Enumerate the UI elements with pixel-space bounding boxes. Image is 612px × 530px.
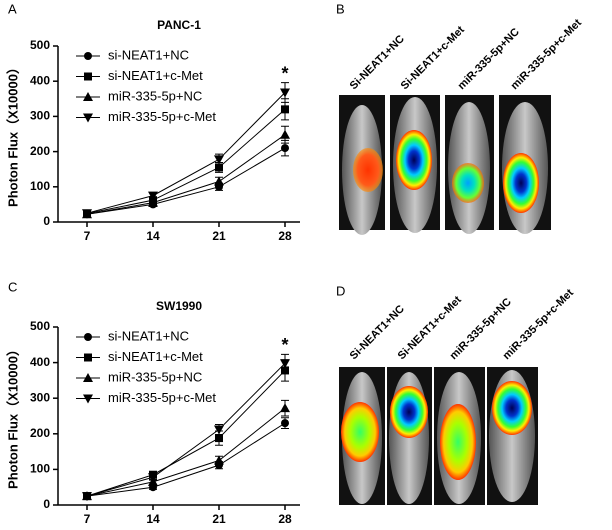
x-tick-label: 21 xyxy=(212,512,226,526)
signal xyxy=(452,163,484,203)
marker xyxy=(82,209,92,219)
chart-title: PANC-1 xyxy=(157,18,201,32)
image-panel-b: Si-NEAT1+NC Si-NEAT1+c-Met miR-335-5p+NC… xyxy=(339,17,584,235)
marker xyxy=(148,191,158,201)
marker xyxy=(215,434,223,443)
x-tick-label: 14 xyxy=(146,512,160,526)
image-label: miR-335-5p+c-Met xyxy=(509,17,585,93)
x-tick-label: 7 xyxy=(84,229,91,243)
legend-label: miR-335-5p+NC xyxy=(108,369,202,384)
y-tick-label: 500 xyxy=(30,319,50,333)
marker xyxy=(280,88,290,98)
signal xyxy=(440,404,476,480)
annotation: * xyxy=(281,63,288,83)
x-tick-label: 14 xyxy=(146,229,160,243)
y-tick-label: 400 xyxy=(30,73,50,87)
series-line xyxy=(86,134,286,215)
marker xyxy=(280,403,290,413)
legend-label: miR-335-5p+NC xyxy=(108,88,202,103)
panel-label: B xyxy=(336,1,345,16)
legend-marker xyxy=(83,92,93,101)
image-label: miR-335-5p+c-Met xyxy=(501,287,577,363)
legend-label: miR-335-5p+c-Met xyxy=(108,109,216,124)
panel-label: C xyxy=(8,279,17,294)
marker xyxy=(281,105,289,114)
signal xyxy=(396,130,432,190)
line-chart: PANC-1 Photon Flux（X10000） 0 100 200 300 400 50… xyxy=(5,18,300,243)
marker xyxy=(148,197,158,207)
panel-label: A xyxy=(8,1,17,16)
marker xyxy=(215,163,223,172)
y-tick-label: 200 xyxy=(30,426,50,440)
legend-marker xyxy=(84,353,92,362)
marker xyxy=(281,419,289,428)
chart-title: SW1990 xyxy=(156,299,202,313)
marker xyxy=(214,176,224,186)
series-line xyxy=(86,108,286,215)
x-tick-label: 28 xyxy=(278,229,292,243)
marker xyxy=(148,473,158,483)
series-line xyxy=(86,92,286,214)
panel-label: D xyxy=(336,283,345,298)
y-tick-label: 500 xyxy=(30,38,50,52)
legend-marker xyxy=(84,333,92,341)
legend-marker xyxy=(83,373,93,382)
legend-label: si-NEAT1+c-Met xyxy=(108,68,203,83)
series-line xyxy=(86,362,286,497)
y-tick-label: 100 xyxy=(30,179,50,193)
marker xyxy=(214,425,224,435)
signal xyxy=(341,402,379,462)
y-tick-label: 0 xyxy=(43,497,50,511)
y-tick-label: 200 xyxy=(30,144,50,158)
signal xyxy=(492,381,532,435)
marker xyxy=(82,492,92,502)
y-axis-label: Photon Flux（X10000） xyxy=(5,343,20,489)
legend-label: miR-335-5p+c-Met xyxy=(108,390,216,405)
legend-marker xyxy=(83,113,93,123)
x-tick-label: 21 xyxy=(212,229,226,243)
marker xyxy=(214,155,224,165)
legend-marker xyxy=(84,72,92,81)
y-tick-label: 300 xyxy=(30,390,50,404)
legend-label: si-NEAT1+c-Met xyxy=(108,349,203,364)
series-line xyxy=(86,422,286,497)
y-tick-label: 400 xyxy=(30,355,50,369)
signal xyxy=(503,153,539,213)
series-line xyxy=(86,407,286,497)
marker xyxy=(281,144,289,153)
signal xyxy=(390,386,428,438)
legend-marker xyxy=(84,52,92,60)
series-line xyxy=(86,370,286,497)
series-line xyxy=(86,147,286,215)
y-tick-label: 100 xyxy=(30,462,50,476)
image-panel-d: Si-NEAT1+NC Si-NEAT1+c-Met miR-335-5p+NC… xyxy=(339,287,576,505)
y-tick-label: 0 xyxy=(43,214,50,228)
signal xyxy=(353,148,383,192)
x-tick-label: 7 xyxy=(84,512,91,526)
line-chart: SW1990 Photon Flux（X10000） 0 100 200 300 400 50… xyxy=(5,299,300,526)
legend-label: si-NEAT1+NC xyxy=(108,328,189,343)
marker xyxy=(214,455,224,465)
marker xyxy=(280,359,290,369)
legend-marker xyxy=(83,394,93,404)
y-tick-label: 300 xyxy=(30,109,50,123)
marker xyxy=(280,129,290,139)
legend-label: si-NEAT1+NC xyxy=(108,47,189,62)
y-axis-label: Photon Flux（X10000） xyxy=(5,61,20,207)
annotation: * xyxy=(281,335,288,355)
x-tick-label: 28 xyxy=(278,512,292,526)
